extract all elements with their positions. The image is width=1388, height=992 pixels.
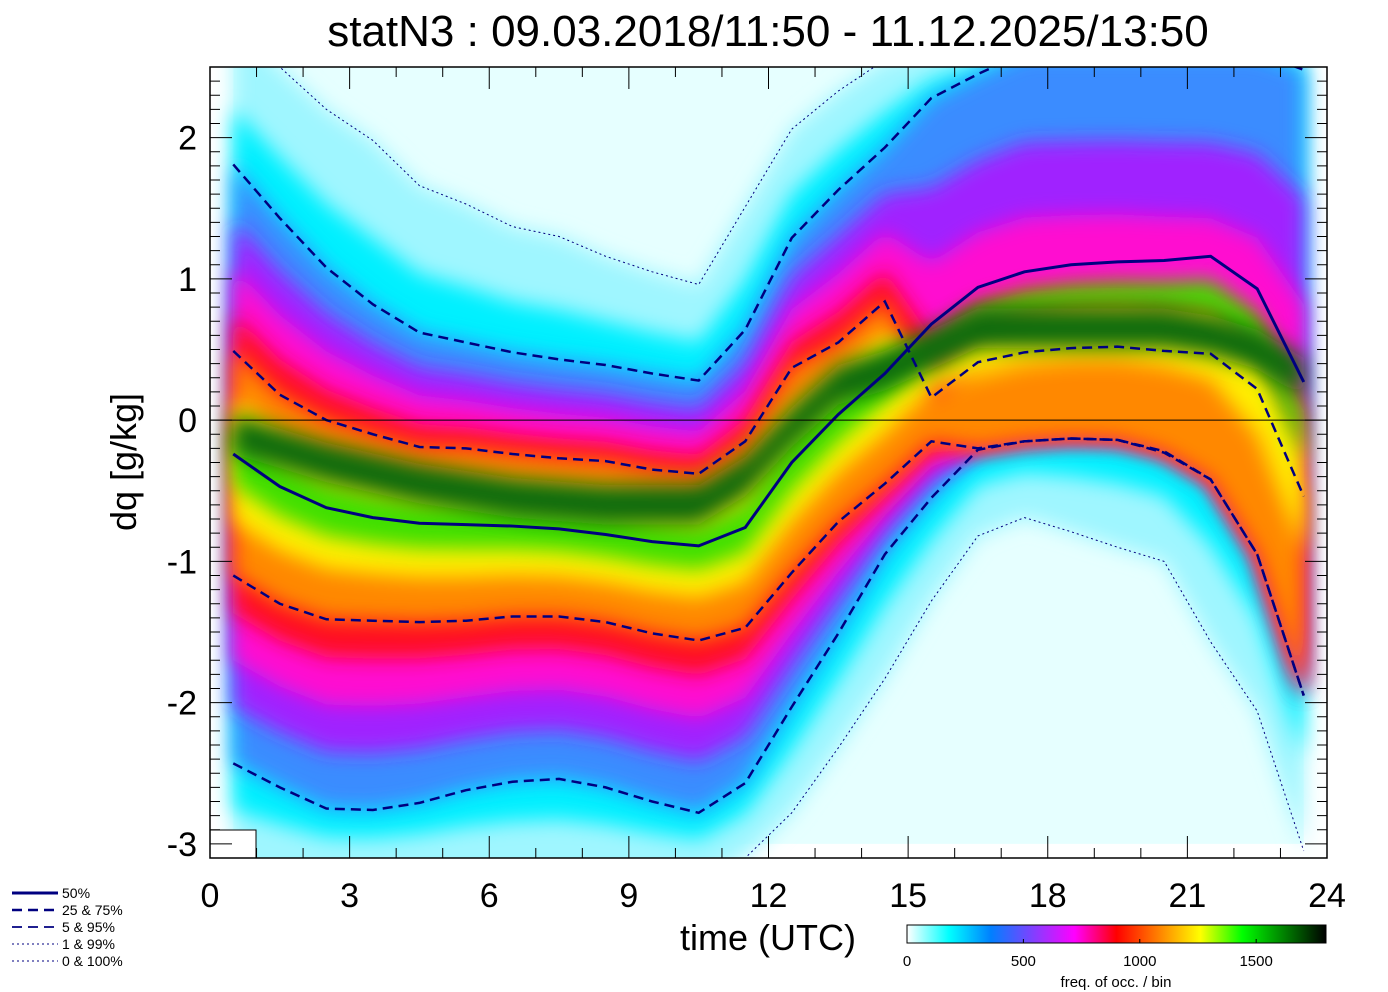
colorbar-tick-label: 0 xyxy=(903,953,911,970)
y-tick-label: -3 xyxy=(167,826,197,864)
x-tick-label: 15 xyxy=(889,877,927,915)
density-heatmap xyxy=(210,67,1304,858)
x-tick-label: 21 xyxy=(1168,877,1206,915)
x-tick-label: 3 xyxy=(340,877,359,915)
x-tick-label: 12 xyxy=(750,877,788,915)
legend-entry: 25 & 75% xyxy=(62,902,123,918)
x-tick-label: 18 xyxy=(1029,877,1067,915)
y-tick-label: 1 xyxy=(178,261,197,299)
series-line-95pct xyxy=(232,67,1305,382)
y-tick-labels: 2 1 0 -1 -2 -3 xyxy=(167,120,197,864)
y-tick-label: -2 xyxy=(167,685,197,723)
x-tick-label: 0 xyxy=(201,877,220,915)
colorbar-tick-label: 1500 xyxy=(1239,953,1272,970)
percentile-lines xyxy=(232,67,1306,858)
legend: 50%25 & 75%5 & 95%1 & 99%0 & 100% xyxy=(12,885,123,969)
x-tick-label: 24 xyxy=(1308,877,1346,915)
legend-entry: 1 & 99% xyxy=(62,936,115,952)
colorbar-tick-label: 1000 xyxy=(1123,953,1156,970)
x-tick-label: 9 xyxy=(619,877,638,915)
y-tick-label: -1 xyxy=(167,543,197,581)
y-tick-label: 2 xyxy=(178,120,197,158)
colorbar-tick-label: 500 xyxy=(1011,953,1036,970)
y-tick-label: 0 xyxy=(178,402,197,440)
legend-entry: 5 & 95% xyxy=(62,919,115,935)
legend-entry: 0 & 100% xyxy=(62,953,123,969)
colorbar: 0 500 1000 1500 freq. of occ. / bin xyxy=(903,924,1327,991)
series-line-50pct xyxy=(232,254,1306,548)
y-axis-label: dq [g/kg] xyxy=(103,393,144,531)
chart-title: statN3 : 09.03.2018/11:50 - 11.12.2025/1… xyxy=(327,7,1209,56)
density-peak xyxy=(233,308,1304,525)
axis-ticks xyxy=(210,66,1327,858)
series-line-75pct xyxy=(232,299,1305,497)
series-line-25pct xyxy=(232,437,1305,696)
x-tick-labels: 0 3 6 9 12 15 18 21 24 xyxy=(201,877,1346,915)
legend-entry: 50% xyxy=(62,885,90,901)
x-tick-label: 6 xyxy=(480,877,499,915)
colorbar-label: freq. of occ. / bin xyxy=(1061,974,1172,991)
band-green xyxy=(233,280,1304,570)
series-line-1pct xyxy=(744,517,1305,858)
x-axis-label: time (UTC) xyxy=(680,917,856,958)
series-line-5pct xyxy=(232,437,1305,815)
colorbar-gradient xyxy=(906,924,1327,944)
series-line-99pct xyxy=(279,67,876,286)
